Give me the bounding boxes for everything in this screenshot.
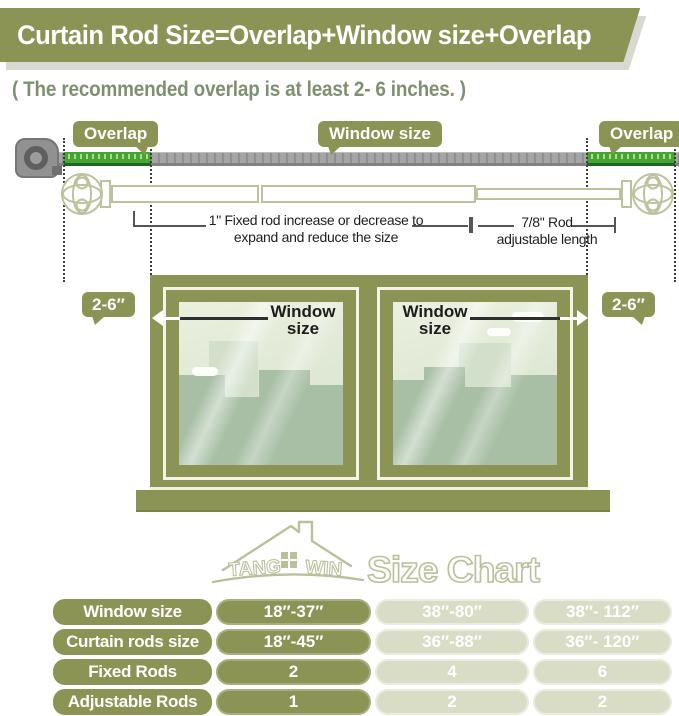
table-cell: 18″-45″ — [216, 629, 371, 655]
brand-logo: TANG WIN Size Chart — [211, 520, 542, 591]
fixed-rod-note-line2: expand and reduce the size — [233, 229, 399, 245]
rod-section-thick-1 — [111, 185, 259, 203]
bubble-tail — [92, 316, 105, 325]
tape-reel-center — [30, 152, 42, 164]
table-cell: 38″-80″ — [375, 599, 529, 625]
rod-section-thin — [476, 188, 621, 200]
finial-ball-left — [61, 173, 103, 215]
title-banner: Curtain Rod Size=Overlap+Window size+Ove… — [0, 8, 641, 62]
gap-label-left-text: 2-6″ — [92, 295, 125, 314]
guide-line-left-inner — [150, 138, 152, 275]
tape-overlap-segment-left — [64, 152, 151, 166]
brand-name-left: TANG — [228, 556, 282, 581]
table-row-label: Adjustable Rods — [53, 689, 212, 715]
arrow-shaft-white — [162, 317, 180, 320]
rod-collar-right — [621, 180, 632, 208]
bubble-tail — [631, 316, 645, 325]
table-cell: 2 — [533, 689, 672, 715]
bracket-tick — [133, 211, 135, 227]
window-size-label: Window size — [318, 121, 442, 155]
guide-line-left-outer — [63, 138, 65, 282]
window-sill-line — [150, 487, 588, 490]
bubble-tail — [135, 146, 149, 155]
table-row-label: Window size — [53, 599, 212, 625]
table-cell: 1 — [216, 689, 371, 715]
window-size-text: size — [418, 319, 452, 338]
table-cell: 36″-88″ — [375, 629, 529, 655]
table-cell: 2 — [216, 659, 371, 685]
bracket-tick — [614, 217, 616, 233]
window-glass-right — [393, 302, 557, 465]
arrow-shaft-dark — [180, 317, 268, 320]
glass-reflection — [179, 302, 343, 465]
table-cell: 38″- 112″ — [533, 599, 672, 625]
table-cell: 18″-37″ — [216, 599, 371, 625]
tape-overlap-segment-right — [587, 152, 675, 166]
bracket-line — [412, 225, 468, 227]
overlap-label-left: Overlap — [73, 121, 159, 155]
brand-name-right: WIN — [305, 557, 343, 581]
window-size-text: size — [286, 319, 320, 338]
curtain-rod-illustration — [61, 173, 674, 215]
bracket-line — [572, 225, 616, 227]
gap-label-right: 2-6″ — [602, 292, 655, 325]
subtitle: ( The recommended overlap is at least 2-… — [12, 78, 466, 101]
size-chart-table: Window size 18″-37″ 38″-80″ 38″- 112″ Cu… — [53, 599, 672, 715]
adjustable-rod-note: 7/8" Rod adjustable length — [485, 214, 609, 248]
table-row-label: Curtain rods size — [53, 629, 212, 655]
bracket-line — [478, 225, 514, 227]
arrow-right-icon — [577, 310, 588, 326]
size-chart-title: Size Chart — [367, 549, 540, 590]
tape-ticks — [587, 154, 675, 159]
gap-label-left: 2-6″ — [82, 292, 135, 325]
logo-base-arc — [211, 573, 365, 584]
overlap-label-left-text: Overlap — [84, 124, 148, 143]
window-size-text: Window — [270, 302, 336, 321]
glass-reflection — [393, 302, 557, 465]
table-cell: 2 — [375, 689, 529, 715]
fixed-rod-note-line1: 1" Fixed rod increase or decrease to — [208, 212, 424, 228]
window-size-label-text: Window size — [329, 124, 431, 143]
fixed-rod-note: 1" Fixed rod increase or decrease to exp… — [196, 212, 436, 246]
tape-hook — [52, 166, 62, 175]
adjustable-rod-note-line2: adjustable length — [496, 231, 598, 247]
house-roof-icon — [221, 520, 353, 572]
overlap-label-right: Overlap — [599, 121, 679, 155]
bubble-tail — [609, 146, 622, 155]
window-pane-right — [377, 287, 573, 480]
bracket-line — [134, 225, 206, 227]
table-cell: 36″- 120″ — [533, 629, 672, 655]
gap-label-right-text: 2-6″ — [612, 295, 645, 314]
window-size-text: Window — [402, 302, 468, 321]
page-title: Curtain Rod Size=Overlap+Window size+Ove… — [17, 19, 592, 50]
finial-ball-right — [632, 173, 674, 215]
table-row-label: Fixed Rods — [53, 659, 212, 685]
double-tick — [469, 217, 473, 233]
guide-line-right-outer — [674, 138, 676, 282]
window-size-annotation-left: Window size — [263, 303, 343, 337]
window-glyph-icon — [281, 552, 297, 568]
arrow-shaft-white — [560, 317, 577, 320]
guide-line-right-inner — [586, 138, 588, 275]
table-cell: 4 — [375, 659, 529, 685]
bubble-tail — [328, 146, 341, 155]
arrow-shaft-dark — [470, 317, 560, 320]
window-size-annotation-right: Window size — [395, 303, 475, 337]
adjustable-rod-note-line1: 7/8" Rod — [521, 214, 573, 230]
arrow-left-icon — [152, 310, 163, 326]
tape-measure-strip — [40, 152, 679, 166]
table-cell: 6 — [533, 659, 672, 685]
overlap-label-right-text: Overlap — [610, 124, 674, 143]
window-glass-left — [179, 302, 343, 465]
rod-section-thick-2 — [261, 185, 476, 203]
tape-ticks — [64, 154, 151, 159]
window-sill — [136, 490, 610, 512]
